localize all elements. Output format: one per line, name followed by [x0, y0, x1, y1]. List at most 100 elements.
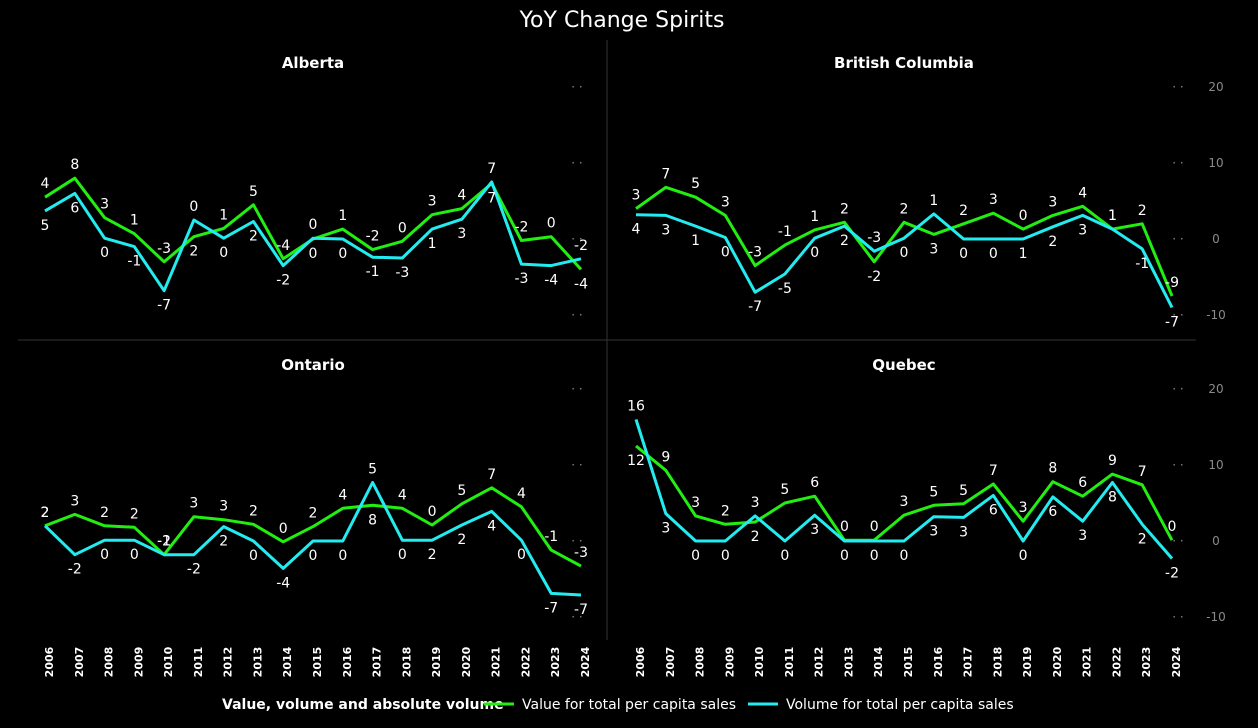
data-label-value: 3	[989, 192, 998, 208]
data-label-value: 2	[309, 506, 318, 522]
data-label-volume: 2	[840, 233, 849, 249]
data-label-volume: 2	[1138, 531, 1147, 547]
data-label-value: 3	[219, 499, 228, 515]
data-label-volume: -3	[395, 265, 409, 281]
data-label-volume: -1	[366, 264, 380, 280]
data-label-value: 7	[487, 191, 496, 207]
ytick-label: 20	[1208, 382, 1223, 396]
data-label-value: 4	[517, 486, 526, 502]
series-line-value-british-columbia	[635, 185, 1174, 297]
xtick-label: 2018	[991, 647, 1004, 678]
xtick-label: 2021	[490, 647, 503, 678]
data-label-value: 0	[279, 521, 288, 537]
data-label-value: -1	[544, 529, 558, 545]
legend[interactable]: Value, volume and absolute volume Value …	[222, 697, 1014, 713]
data-label-volume: -7	[157, 298, 171, 314]
xtick-label: 2006	[43, 646, 56, 677]
data-label-value: 7	[487, 467, 496, 483]
data-label-value: 3	[721, 194, 730, 210]
data-label-volume: 0	[219, 245, 228, 261]
xtick-label: 2024	[1170, 646, 1183, 677]
data-label-volume: -2	[68, 562, 82, 578]
data-label-volume: -1	[1135, 256, 1149, 272]
ytick-marker: · ·	[571, 156, 582, 170]
series-line-volume-quebec	[634, 418, 1174, 560]
data-label-value: -3	[574, 545, 588, 561]
data-label-value: 5	[249, 184, 258, 200]
series-line-value-ontario	[44, 486, 582, 568]
data-label-volume: 0	[870, 548, 879, 564]
data-label-value: -4	[276, 238, 290, 254]
ytick-label: 20	[1208, 80, 1223, 94]
data-label-volume: 3	[959, 524, 968, 540]
panels: Alberta · · · · · · · · 4 8 3 1 -3 2 1 5 -4 0 1 -2 0 3 4 7 -2…	[18, 40, 1226, 640]
data-label-volume: 0	[100, 245, 109, 261]
xtick-label: 2011	[783, 647, 796, 678]
xtick-label: 2023	[1140, 647, 1153, 678]
xtick-label: 2008	[694, 647, 707, 678]
panel-title-british-columbia: British Columbia	[834, 54, 974, 72]
xtick-label: 2016	[932, 646, 945, 677]
data-label-value: 5	[780, 482, 789, 498]
ytick-marker: · ·	[571, 382, 582, 396]
data-label-value: 2	[41, 505, 50, 521]
data-label-volume: -2	[1165, 565, 1179, 581]
xtick-label: 2006	[634, 646, 647, 677]
data-label-value: 6	[1078, 475, 1087, 491]
panel-title-alberta: Alberta	[282, 54, 344, 72]
data-label-value: 9	[1108, 453, 1117, 469]
ytick-marker: · ·	[571, 80, 582, 94]
series-line-volume-alberta	[44, 180, 582, 293]
data-label-volume: -7	[1165, 314, 1179, 330]
data-label-volume: 0	[721, 244, 730, 260]
xtick-label: 2020	[1051, 646, 1064, 677]
data-label-value: 2	[1138, 203, 1147, 219]
data-label-value: -2	[366, 229, 380, 245]
ytick-marker: · ·	[1172, 308, 1183, 322]
data-label-volume: 3	[1078, 528, 1087, 544]
data-label-value: 7	[1138, 464, 1147, 480]
xtick-label: 2022	[519, 647, 532, 678]
panel-title-quebec: Quebec	[872, 356, 935, 374]
data-label-value: 3	[900, 494, 909, 510]
data-label-volume: 0	[100, 547, 109, 563]
xtick-label: 2014	[281, 646, 294, 677]
data-label-volume: 4	[487, 518, 496, 534]
data-label-value: 2	[751, 529, 760, 545]
xtick-label: 2016	[341, 646, 354, 677]
data-label-value: 8	[368, 512, 377, 528]
data-label-value: 2	[840, 201, 849, 217]
xtick-label: 2024	[579, 646, 592, 677]
ytick-marker: · ·	[571, 308, 582, 322]
data-label-volume: 0	[130, 547, 139, 563]
data-label-value: 4	[41, 176, 50, 192]
data-label-volume: 0	[989, 246, 998, 262]
data-label-volume: 8	[1108, 489, 1117, 505]
data-label-volume: 0	[309, 217, 318, 233]
data-label-volume: 0	[338, 246, 347, 262]
data-label-volume: 6	[989, 502, 998, 518]
ytick-marker: · ·	[1172, 80, 1183, 94]
ytick-label: -10	[1206, 308, 1226, 322]
ytick-label: 10	[1208, 458, 1223, 472]
data-label-value: 5	[691, 176, 700, 192]
data-label-volume: 6	[1048, 504, 1057, 520]
data-label-volume: 5	[41, 218, 50, 234]
xtick-label: 2010	[162, 646, 175, 677]
data-label-value: 2	[189, 244, 198, 260]
data-label-value: -9	[1165, 275, 1179, 291]
ytick-marker: · ·	[1172, 156, 1183, 170]
data-label-value: -3	[748, 245, 762, 261]
data-label-volume: 0	[338, 548, 347, 564]
data-label-volume: 0	[840, 548, 849, 564]
ytick-label: -10	[1206, 610, 1226, 624]
data-label-volume: 6	[70, 200, 79, 216]
data-label-value: -2	[157, 534, 171, 550]
data-label-value: 3	[100, 197, 109, 213]
data-label-volume: 0	[691, 548, 700, 564]
data-label-volume: 4	[632, 222, 641, 238]
xtick-label: 2009	[723, 647, 736, 678]
ytick-marker: · ·	[1172, 382, 1183, 396]
data-label-value: -3	[157, 241, 171, 257]
